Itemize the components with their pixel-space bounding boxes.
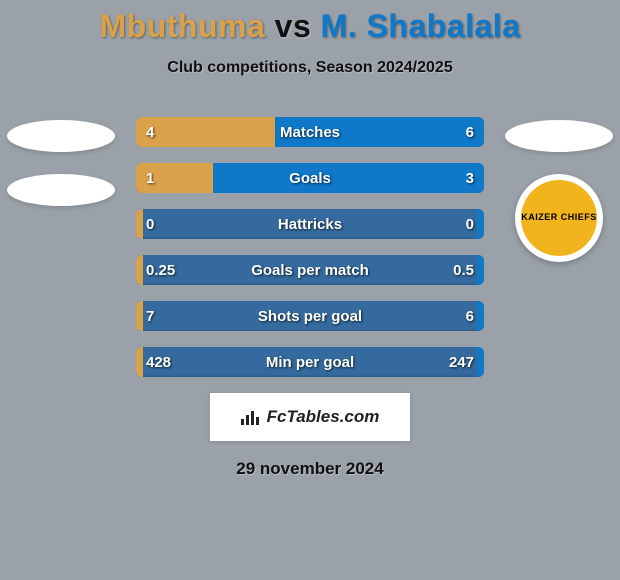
stat-left-value: 428 (146, 347, 171, 377)
stat-right-fill (477, 209, 484, 239)
page-title: Mbuthuma vs M. Shabalala (0, 8, 620, 45)
club-badge-inner: KAIZER CHIEFS (521, 180, 597, 256)
stat-left-value: 1 (146, 163, 154, 193)
club-badge-text: KAIZER CHIEFS (521, 213, 597, 223)
stat-left-fill (136, 347, 143, 377)
stat-bars: Matches46Goals13Hattricks00Goals per mat… (136, 117, 484, 377)
stat-right-fill (477, 255, 484, 285)
right-avatar-column: KAIZER CHIEFS (504, 120, 614, 262)
title-player1: Mbuthuma (100, 8, 266, 44)
stat-left-fill (136, 301, 143, 331)
stat-left-value: 0 (146, 209, 154, 239)
stat-right-value: 6 (466, 301, 474, 331)
stat-row: Shots per goal7 6 (136, 301, 484, 331)
stat-left-value: 0.25 (146, 255, 175, 285)
stat-left-fill (136, 117, 275, 147)
stat-right-fill (477, 347, 484, 377)
title-player2: M. Shabalala (321, 8, 521, 44)
footer-site-name: FcTables.com (267, 407, 380, 427)
stat-left-value: 7 (146, 301, 154, 331)
stat-right-value: 0.5 (453, 255, 474, 285)
stat-label: Shots per goal (136, 301, 484, 331)
stat-right-fill (275, 117, 484, 147)
stat-left-fill (136, 209, 143, 239)
stat-right-value: 247 (449, 347, 474, 377)
title-vs: vs (275, 8, 312, 44)
stat-label: Goals per match (136, 255, 484, 285)
stat-row: Goals per match0.25 0.5 (136, 255, 484, 285)
footer-date: 29 november 2024 (0, 459, 620, 479)
stat-row: Min per goal428 247 (136, 347, 484, 377)
player2-club-badge: KAIZER CHIEFS (515, 174, 603, 262)
player2-head-placeholder (505, 120, 613, 152)
stat-left-fill (136, 255, 143, 285)
footer-logo-icon (241, 409, 261, 425)
stat-row: Hattricks0 0 (136, 209, 484, 239)
stat-label: Hattricks (136, 209, 484, 239)
stat-right-fill (477, 301, 484, 331)
stat-right-fill (213, 163, 484, 193)
comparison-container: Mbuthuma vs M. Shabalala Club competitio… (0, 0, 620, 580)
stat-left-value: 4 (146, 117, 154, 147)
stat-row: Matches46 (136, 117, 484, 147)
left-avatar-column (6, 120, 116, 228)
stat-right-value: 0 (466, 209, 474, 239)
stat-label: Min per goal (136, 347, 484, 377)
footer-logo: FcTables.com (210, 393, 410, 441)
stat-row: Goals13 (136, 163, 484, 193)
stat-right-value: 6 (466, 117, 474, 147)
player1-body-placeholder (7, 174, 115, 206)
stat-right-value: 3 (466, 163, 474, 193)
player1-head-placeholder (7, 120, 115, 152)
subtitle: Club competitions, Season 2024/2025 (0, 59, 620, 77)
